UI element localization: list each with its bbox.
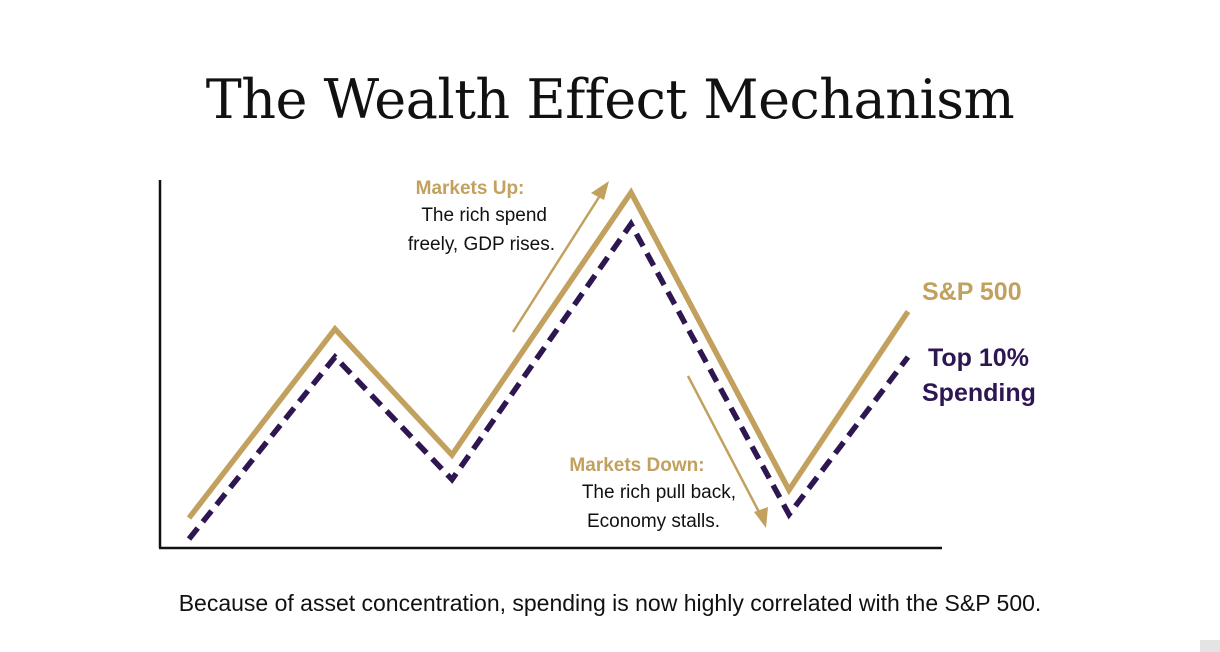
series-sp500-line [186,187,911,520]
markets-up-arrow-head [591,181,609,200]
legend-top10-line-1: Top 10% [928,344,1029,372]
corner-mark [1200,640,1220,652]
markets-down-line-1: The rich pull back, [582,482,736,503]
markets-down-arrow-head [754,507,768,528]
markets-up-arrow-line [511,193,603,333]
markets-up-line-2: freely, GDP rises. [408,234,555,255]
annotations: Markets Up: The rich spend freely, GDP r… [408,178,768,532]
markets-down-arrow-line [686,375,762,515]
caption: Because of asset concentration, spending… [178,590,1042,616]
markets-down-heading: Markets Down: [569,455,704,476]
chart-legend: S&P 500 Top 10% Spending [922,278,1036,407]
page-title: The Wealth Effect Mechanism [205,68,1015,131]
chart-axes [158,180,942,550]
series-layer [186,187,911,541]
markets-up-heading: Markets Up: [416,178,525,199]
series-top10-spending-line [186,218,911,541]
legend-sp500: S&P 500 [922,278,1022,306]
markets-up-line-1: The rich spend [421,205,547,226]
legend-top10-line-2: Spending [922,379,1036,407]
markets-down-line-2: Economy stalls. [587,511,720,532]
